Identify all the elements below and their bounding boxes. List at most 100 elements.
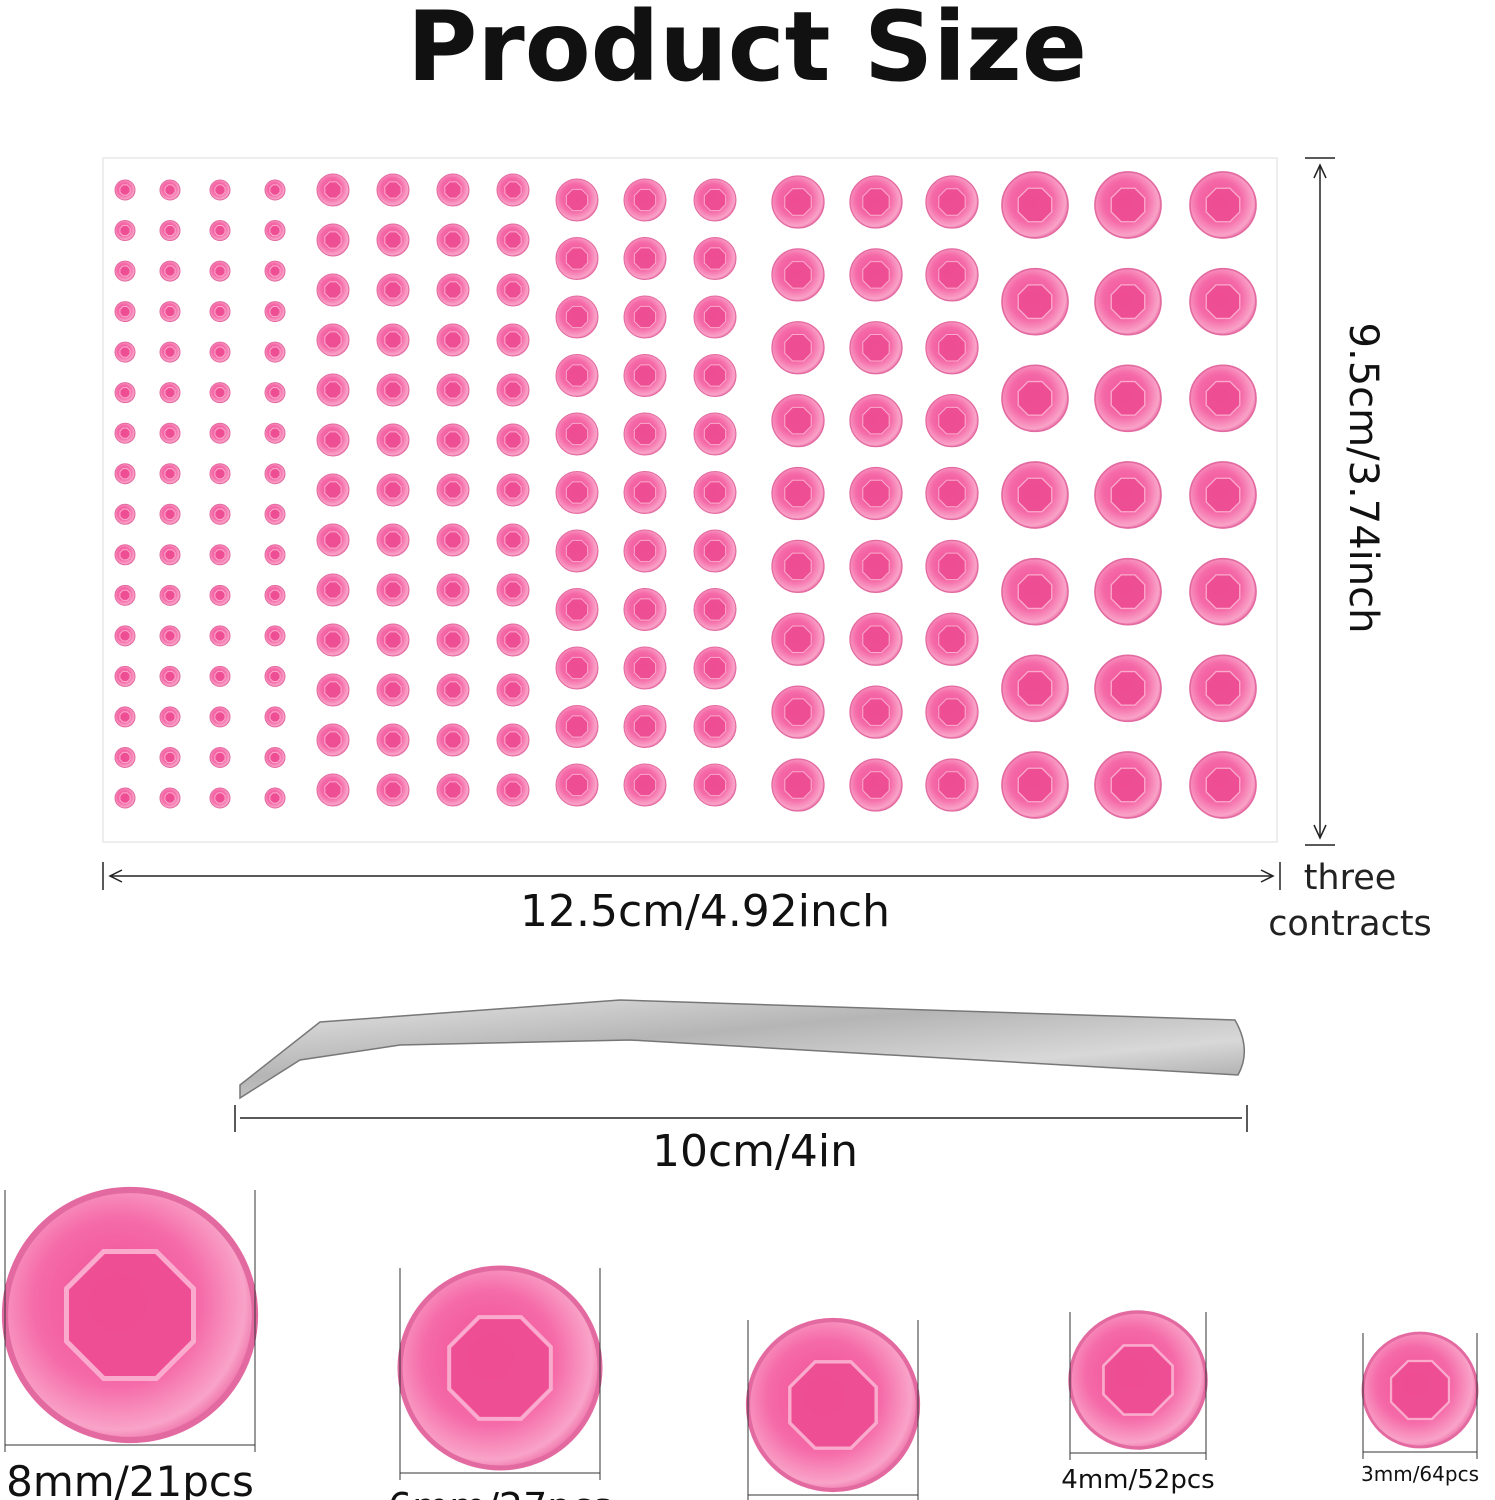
gem-facet [504, 531, 522, 549]
gem-facet [384, 231, 402, 249]
gem-facet [633, 364, 657, 387]
gem-facet [703, 539, 727, 563]
gem-facet [119, 751, 131, 764]
gem-facet [324, 381, 342, 399]
gem-facet [269, 508, 281, 520]
gem-facet [324, 281, 342, 299]
gem-facet [703, 364, 727, 387]
gem-facet [444, 581, 462, 599]
gem-facet [444, 531, 462, 549]
gem-facet [214, 387, 226, 399]
gem-facet [384, 181, 402, 199]
gem-facet [444, 231, 462, 249]
gem-facet [214, 549, 226, 561]
tweezers-dimension [234, 1105, 1248, 1132]
gem-facet [269, 549, 281, 561]
gem-facet [119, 630, 131, 642]
gem-facet [324, 431, 342, 449]
gem-facet [1205, 477, 1241, 513]
gem-facet [504, 581, 522, 599]
gem-facet [633, 715, 657, 738]
note: three contracts [1268, 858, 1432, 944]
gem-facet [784, 698, 812, 726]
gem-facet [784, 625, 812, 653]
gem-facet [214, 751, 226, 764]
gem-facet [703, 773, 727, 797]
gem-facet [119, 670, 131, 682]
gem-facet [504, 681, 522, 699]
gem-facet [703, 656, 727, 680]
gem-facet [444, 781, 462, 799]
gem-facet [1205, 284, 1241, 320]
gem-facet [269, 589, 281, 601]
gem-facet [384, 381, 402, 399]
gem-facet [633, 422, 657, 446]
gem-facet [214, 224, 226, 237]
gem-facet [164, 508, 176, 520]
gem-facet [214, 508, 226, 520]
gem-facet [1110, 380, 1146, 416]
gem-facet [214, 792, 226, 804]
gem-facet [633, 598, 657, 621]
gem-facet [938, 479, 966, 508]
gem-facet [504, 181, 522, 199]
gem-facet [119, 387, 131, 399]
gem-facet [633, 188, 657, 212]
size-label: 3mm/64pcs [1361, 1462, 1479, 1486]
gem-facet [324, 581, 342, 599]
gem-facet [1017, 767, 1053, 803]
gem-facet [633, 247, 657, 270]
gem-facet [938, 552, 966, 581]
gem-facet [1102, 1344, 1174, 1416]
gem-facet [384, 431, 402, 449]
gem-facet [119, 589, 131, 601]
gem-facet [565, 247, 589, 270]
gem-facet [504, 431, 522, 449]
gem-facet [784, 188, 812, 216]
gem-facet [384, 781, 402, 799]
gem-facet [938, 334, 966, 362]
gem-facet [703, 247, 727, 270]
gem-facet [269, 184, 281, 196]
gem-facet [444, 631, 462, 649]
gem-facet [214, 711, 226, 723]
gem-facet [324, 481, 342, 499]
gem-facet [384, 681, 402, 699]
gem-facet [63, 1248, 197, 1382]
gem-facet [565, 598, 589, 621]
gem-facet [565, 364, 589, 387]
gem-facet [269, 711, 281, 723]
gem-facet [862, 771, 890, 799]
gem-facet [164, 387, 176, 399]
gem-facet [164, 751, 176, 764]
tweezers-label: 10cm/4in [652, 1126, 858, 1177]
gem-facet [214, 589, 226, 601]
gem-facet [1017, 380, 1053, 416]
gem-facet [269, 346, 281, 358]
gem-facet [119, 468, 131, 480]
gem-facet [119, 711, 131, 723]
gem-facet [1205, 767, 1241, 803]
gem-facet [784, 771, 812, 799]
gem-facet [938, 771, 966, 799]
gem-facet [164, 468, 176, 480]
gem-facet [444, 331, 462, 349]
gem-facet [324, 681, 342, 699]
gem-facet [565, 656, 589, 680]
gem-facet [1017, 477, 1053, 513]
gem-facet [862, 406, 890, 435]
gem-facet [938, 625, 966, 653]
gem-facet [633, 539, 657, 563]
gem-facet [938, 698, 966, 726]
gem-facet [384, 731, 402, 749]
gem-facet [119, 508, 131, 520]
gem-facet [269, 224, 281, 237]
gem-facet [862, 334, 890, 362]
gem-facet [119, 346, 131, 358]
gem-facet [164, 630, 176, 642]
gem-facet [565, 305, 589, 329]
gem-facet [447, 1315, 553, 1421]
gem-facet [1017, 670, 1053, 706]
size-label: 8mm/21pcs [6, 1457, 254, 1500]
gem-facet [504, 381, 522, 399]
